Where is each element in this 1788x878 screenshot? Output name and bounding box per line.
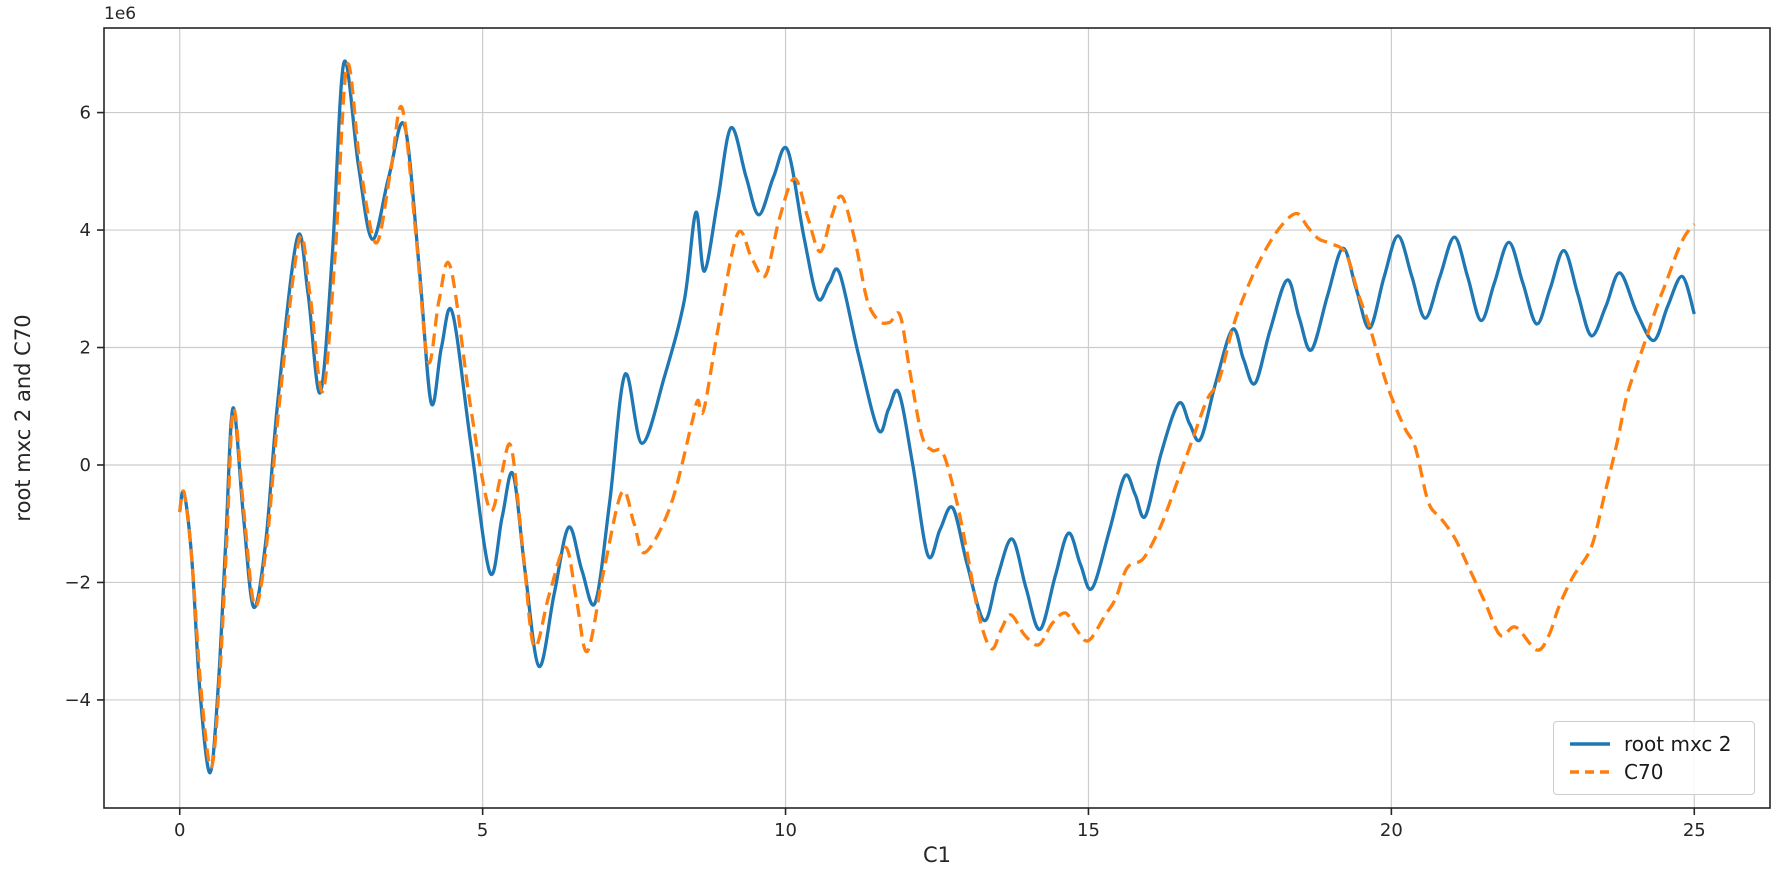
legend-line-dashed-icon [1570, 770, 1610, 774]
y-axis-label: root mxc 2 and C70 [11, 314, 35, 521]
legend-label: root mxc 2 [1624, 732, 1732, 756]
tick-marks [97, 111, 1696, 815]
legend-item-c70: C70 [1554, 760, 1754, 784]
legend-label: C70 [1624, 760, 1664, 784]
x-tick-label: 0 [174, 820, 185, 841]
y-tick-label: −4 [64, 690, 91, 711]
x-tick-label: 5 [477, 820, 488, 841]
y-tick-label: 4 [80, 220, 91, 241]
y-tick-label: 6 [80, 103, 91, 124]
y-tick-label: −2 [64, 572, 91, 593]
gridlines [104, 28, 1770, 808]
x-tick-label: 15 [1077, 820, 1100, 841]
y-tick-label: 2 [80, 338, 91, 359]
y-tick-labels: −4 −2 0 2 4 6 [64, 103, 91, 711]
legend: root mxc 2 C70 [1553, 721, 1755, 795]
x-tick-label: 25 [1683, 820, 1706, 841]
x-axis-label: C1 [923, 843, 951, 867]
plot-border [103, 27, 1771, 809]
data-curves [178, 59, 1696, 775]
x-tick-label: 10 [774, 820, 797, 841]
series-line-root-mxc-2 [178, 59, 1696, 775]
series-line-c70 [178, 62, 1696, 770]
x-tick-labels: 0 5 10 15 20 25 [174, 820, 1706, 841]
x-tick-label: 20 [1380, 820, 1403, 841]
y-tick-label: 0 [80, 455, 91, 476]
legend-line-solid-icon [1570, 742, 1610, 746]
legend-item-root-mxc-2: root mxc 2 [1554, 732, 1754, 756]
y-offset-label: 1e6 [104, 4, 136, 24]
